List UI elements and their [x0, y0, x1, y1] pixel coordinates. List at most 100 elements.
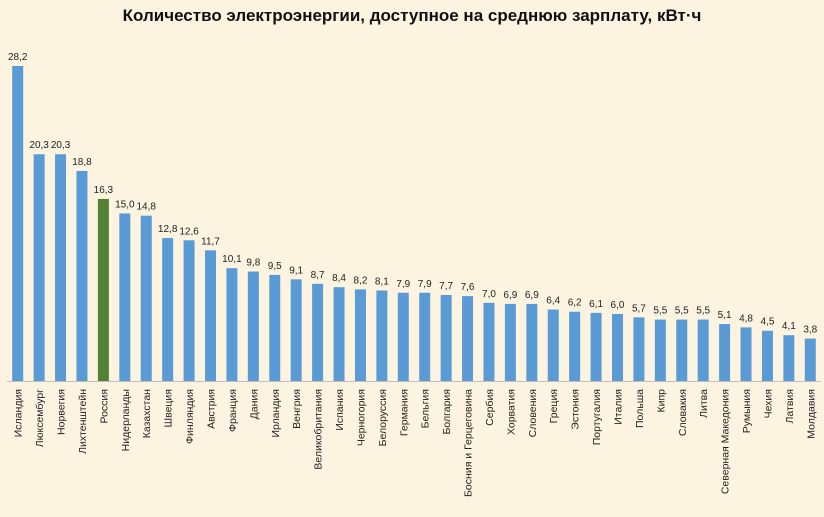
bar-17 [354, 289, 366, 381]
category-label-29: Италия [613, 389, 625, 425]
data-label-34: 5,1 [718, 310, 732, 321]
bar-24 [504, 303, 516, 381]
category-label-5: Россия [98, 389, 110, 423]
bar-7 [140, 215, 152, 381]
bar-15 [312, 283, 324, 381]
data-label-11: 10,1 [222, 254, 242, 265]
category-label-20: Бельгия [420, 389, 432, 428]
bar-14 [290, 279, 302, 381]
category-label-13: Ирландия [270, 389, 282, 437]
category-label-37: Латвия [784, 389, 796, 423]
bar-12 [247, 271, 259, 381]
bar-26 [547, 309, 559, 381]
data-label-35: 4,8 [739, 313, 753, 324]
bar-30 [633, 317, 645, 381]
category-label-7: Казахстан [141, 389, 153, 438]
bar-9 [183, 240, 195, 381]
bar-34 [719, 324, 731, 381]
category-label-31: Кипр [655, 389, 667, 413]
category-label-28: Португалия [591, 389, 603, 445]
bar-2 [33, 154, 45, 381]
chart-title: Количество электроэнергии, доступное на … [122, 6, 702, 25]
data-label-6: 15,0 [115, 199, 135, 210]
bar-16 [333, 287, 345, 381]
bar-23 [483, 302, 495, 381]
category-label-10: Австрия [206, 389, 218, 429]
data-label-3: 20,3 [51, 140, 71, 151]
data-label-21: 7,7 [439, 281, 453, 292]
bar-1 [12, 66, 24, 381]
bar-4 [76, 171, 88, 381]
category-label-1: Исландия [13, 389, 25, 437]
category-label-6: Нидерланды [120, 389, 132, 451]
category-label-30: Польша [634, 389, 646, 428]
bar-31 [654, 319, 666, 381]
category-label-19: Германия [398, 389, 410, 436]
data-label-5: 16,3 [94, 185, 114, 196]
data-label-7: 14,8 [137, 202, 157, 213]
bar-38 [804, 338, 816, 381]
data-label-31: 5,5 [653, 306, 667, 317]
data-label-1: 28,2 [8, 52, 28, 63]
data-label-20: 7,9 [418, 279, 432, 290]
data-label-37: 4,1 [782, 321, 796, 332]
data-label-32: 5,5 [675, 306, 689, 317]
category-label-16: Испания [334, 389, 346, 431]
bar-11 [226, 268, 238, 381]
data-label-2: 20,3 [29, 140, 49, 151]
category-label-34: Северная Македония [720, 389, 732, 494]
bar-18 [376, 290, 388, 381]
data-label-38: 3,8 [803, 325, 817, 336]
category-label-18: Белоруссия [377, 389, 389, 446]
bar-36 [761, 330, 773, 381]
bar-3 [55, 154, 67, 381]
bar-33 [697, 319, 709, 381]
data-label-30: 5,7 [632, 303, 646, 314]
data-label-18: 8,1 [375, 277, 389, 288]
data-label-27: 6,2 [568, 298, 582, 309]
category-label-36: Чехия [762, 389, 774, 418]
data-label-28: 6,1 [589, 299, 603, 310]
data-label-17: 8,2 [353, 275, 367, 286]
data-label-14: 9,1 [289, 265, 303, 276]
category-label-8: Швеция [163, 389, 175, 428]
category-label-12: Дания [248, 389, 260, 419]
bar-28 [590, 312, 602, 381]
category-label-38: Молдавия [805, 389, 817, 439]
category-label-9: Финляндия [184, 389, 196, 444]
bar-29 [612, 313, 623, 381]
data-label-36: 4,5 [760, 317, 774, 328]
category-label-23: Сербия [484, 389, 496, 426]
bar-8 [162, 238, 174, 381]
data-label-33: 5,5 [696, 306, 710, 317]
data-label-8: 12,8 [158, 224, 178, 235]
category-label-32: Словакия [677, 389, 689, 436]
data-label-19: 7,9 [396, 279, 410, 290]
data-label-16: 8,4 [332, 273, 346, 284]
category-label-15: Великобритания [313, 389, 325, 470]
category-label-11: Франция [227, 389, 239, 432]
bar-27 [569, 311, 581, 381]
category-label-17: Черногория [355, 389, 367, 446]
bar-10 [205, 250, 216, 381]
category-label-26: Греция [548, 389, 560, 423]
data-label-9: 12,6 [179, 226, 199, 237]
category-label-33: Литва [698, 389, 710, 418]
category-label-14: Венгрия [291, 389, 303, 429]
data-label-15: 8,7 [311, 270, 325, 281]
category-label-21: Болгария [441, 389, 453, 434]
bar-13 [269, 274, 281, 381]
bar-19 [397, 292, 409, 381]
data-label-22: 7,6 [461, 282, 475, 293]
category-label-22: Босния и Герцеговина [463, 389, 475, 497]
data-label-12: 9,8 [246, 258, 260, 269]
bar-25 [526, 303, 538, 381]
category-label-27: Эстония [570, 389, 582, 430]
category-label-25: Словения [527, 389, 539, 437]
data-label-23: 7,0 [482, 289, 496, 300]
category-label-3: Норвегия [56, 389, 68, 435]
data-label-29: 6,0 [611, 300, 625, 311]
bar-35 [740, 327, 752, 381]
